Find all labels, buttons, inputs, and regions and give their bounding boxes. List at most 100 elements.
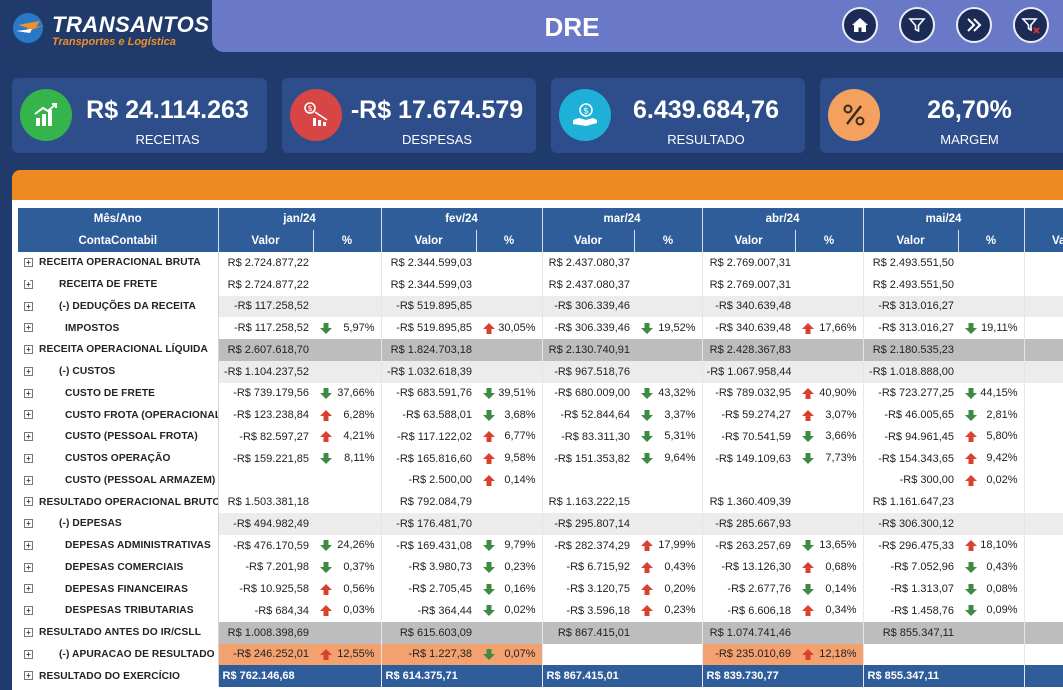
- value-cell[interactable]: R$ 2.724.877,22: [227, 256, 309, 269]
- pct-cell[interactable]: [795, 469, 864, 492]
- value-cell[interactable]: -R$: [1024, 557, 1063, 579]
- table-row[interactable]: + (-) APURACAO DE RESULTADO -R$ 246.252,01…: [18, 643, 1063, 666]
- table-row[interactable]: + RECEITA DE FRETE R$ 2.724.877,22 R$ 2.344…: [18, 273, 1063, 296]
- pct-cell[interactable]: [795, 252, 864, 274]
- value-cell[interactable]: -R$ 83.311,30: [561, 430, 631, 443]
- pct-cell[interactable]: 9,64%: [634, 447, 703, 470]
- row-label-cell[interactable]: + RECEITA OPERACIONAL BRUTA: [18, 252, 219, 274]
- pct-cell[interactable]: 0,43%: [958, 556, 1025, 579]
- value-cell[interactable]: -R$ 3.980,73: [408, 561, 473, 574]
- value-cell[interactable]: [218, 470, 313, 492]
- value-cell[interactable]: R$ 762.146,68: [218, 665, 313, 687]
- row-label-cell[interactable]: + RECEITA DE FRETE: [18, 273, 219, 296]
- value-cell[interactable]: R$ 1.360.409,39: [709, 496, 792, 509]
- pct-cell[interactable]: [795, 621, 864, 644]
- value-header[interactable]: Valor: [863, 230, 959, 252]
- pct-cell[interactable]: [313, 491, 382, 513]
- clear-filter-button[interactable]: [1013, 7, 1049, 43]
- pct-cell[interactable]: 0,14%: [795, 578, 864, 600]
- pct-cell[interactable]: [795, 360, 864, 383]
- pct-cell[interactable]: 0,16%: [476, 578, 543, 600]
- value-cell[interactable]: -R$ 7.201,98: [245, 561, 309, 574]
- value-cell[interactable]: -R$ 723.277,25: [878, 387, 955, 400]
- value-cell[interactable]: -R$ 476.170,59: [233, 539, 309, 552]
- pct-cell[interactable]: 0,20%: [634, 578, 703, 600]
- value-cell[interactable]: -R$ 494.982,49: [218, 513, 313, 535]
- pct-cell[interactable]: 0,08%: [958, 578, 1025, 600]
- pct-cell[interactable]: [313, 252, 382, 274]
- month-header[interactable]: mar/24: [542, 208, 703, 230]
- value-cell[interactable]: R$ 614.375,71: [381, 665, 477, 687]
- pct-cell[interactable]: [313, 469, 382, 492]
- value-cell[interactable]: R$ 2.493.551,50: [872, 278, 955, 291]
- pct-cell[interactable]: [313, 360, 382, 383]
- pct-cell[interactable]: [958, 513, 1025, 535]
- pct-cell[interactable]: 24,26%: [313, 534, 382, 557]
- month-header[interactable]: [1024, 208, 1063, 230]
- pct-cell[interactable]: [634, 339, 703, 361]
- table-row[interactable]: + (-) DEDUÇÕES DA RECEITA -R$ 117.258,52 -R…: [18, 295, 1063, 318]
- value-cell[interactable]: R$ 2.724.877,22: [227, 278, 309, 291]
- pct-cell[interactable]: 13,65%: [795, 534, 864, 557]
- value-cell[interactable]: R$ 2.: [1024, 252, 1063, 274]
- value-cell[interactable]: -R$ 52.844,64: [560, 409, 631, 422]
- value-cell[interactable]: R$ 2.180.535,23: [863, 339, 959, 361]
- value-cell[interactable]: -R$ 117.258,52: [233, 322, 309, 335]
- value-cell[interactable]: -R$ 300,00: [899, 474, 955, 487]
- pct-cell[interactable]: [476, 339, 543, 361]
- value-cell[interactable]: R$ 855.347,11: [863, 665, 959, 687]
- value-cell[interactable]: -R$ 306.339,46: [542, 295, 635, 318]
- pct-cell[interactable]: [313, 665, 382, 687]
- pct-cell[interactable]: [634, 252, 703, 274]
- value-cell[interactable]: [702, 470, 795, 492]
- value-cell[interactable]: R$ 2.344.599,03: [390, 256, 473, 269]
- value-cell[interactable]: -R$ 70.541,59: [721, 430, 792, 443]
- pct-cell[interactable]: 39,51%: [476, 382, 543, 405]
- pct-cell[interactable]: [313, 295, 382, 318]
- pct-cell[interactable]: [958, 491, 1025, 513]
- value-cell[interactable]: -R$ 165.816,60: [396, 452, 473, 465]
- expand-icon[interactable]: +: [24, 649, 33, 659]
- value-cell[interactable]: -R$ 340.639,48: [702, 295, 796, 318]
- pct-cell[interactable]: 2,81%: [958, 404, 1025, 426]
- value-cell[interactable]: -R$ 154.343,65: [878, 452, 955, 465]
- value-cell[interactable]: -R$ 2.705,45: [408, 583, 473, 596]
- value-cell[interactable]: R$ 2.769.007,31: [709, 256, 792, 269]
- pct-cell[interactable]: 5,31%: [634, 426, 703, 448]
- table-row[interactable]: + CUSTO FROTA (OPERACIONAL) -R$ 123.238,84…: [18, 404, 1063, 426]
- pct-cell[interactable]: [476, 665, 543, 687]
- pct-cell[interactable]: [476, 360, 543, 383]
- row-label-cell[interactable]: + CUSTOS OPERAÇÃO: [18, 447, 219, 470]
- value-cell[interactable]: -R$ 3.120,75: [566, 583, 631, 596]
- pct-cell[interactable]: [634, 665, 703, 687]
- value-cell[interactable]: -R: [1024, 600, 1063, 622]
- value-header[interactable]: Valor: [381, 230, 477, 252]
- pct-cell[interactable]: [958, 665, 1025, 687]
- pct-cell[interactable]: [958, 339, 1025, 361]
- value-cell[interactable]: -R$ 1: [1024, 448, 1063, 470]
- corner-header-account[interactable]: ContaContabil ▲: [18, 230, 219, 283]
- expand-icon[interactable]: +: [24, 562, 33, 572]
- value-cell[interactable]: R$ 2.493.551,50: [872, 256, 955, 269]
- table-row[interactable]: + IMPOSTOS -R$ 117.258,52 5,97% -R$ 519.895,…: [18, 317, 1063, 339]
- pct-header[interactable]: %: [313, 230, 382, 252]
- value-cell[interactable]: R$ 1.503.381,18: [227, 496, 309, 509]
- table-row[interactable]: + DEPESAS FINANCEIRAS -R$ 10.925,58 0,56% -R…: [18, 578, 1063, 600]
- value-header[interactable]: Valor: [542, 230, 635, 252]
- table-row[interactable]: + RECEITA OPERACIONAL BRUTA R$ 2.724.877,2…: [18, 252, 1063, 274]
- home-button[interactable]: [842, 7, 878, 43]
- pct-cell[interactable]: [634, 491, 703, 513]
- value-cell[interactable]: -R$ 6.606,18: [727, 604, 792, 617]
- table-row[interactable]: + RESULTADO ANTES DO IR/CSLL R$ 1.008.398,…: [18, 621, 1063, 644]
- value-header[interactable]: Valor: [218, 230, 314, 252]
- expand-icon[interactable]: +: [24, 606, 33, 616]
- value-cell[interactable]: -R$ 684,34: [254, 604, 309, 617]
- value-cell[interactable]: -R$ 117.122,02: [396, 430, 473, 443]
- pct-cell[interactable]: 18,10%: [958, 534, 1025, 557]
- pct-cell[interactable]: [476, 513, 543, 535]
- pct-cell[interactable]: [958, 360, 1025, 383]
- table-row[interactable]: + CUSTOS OPERAÇÃO -R$ 159.221,85 8,11% -R$ 1…: [18, 447, 1063, 470]
- row-label-cell[interactable]: + IMPOSTOS: [18, 317, 219, 339]
- value-cell[interactable]: R$ 839.730,77: [702, 665, 796, 687]
- pct-cell[interactable]: 40,90%: [795, 382, 864, 405]
